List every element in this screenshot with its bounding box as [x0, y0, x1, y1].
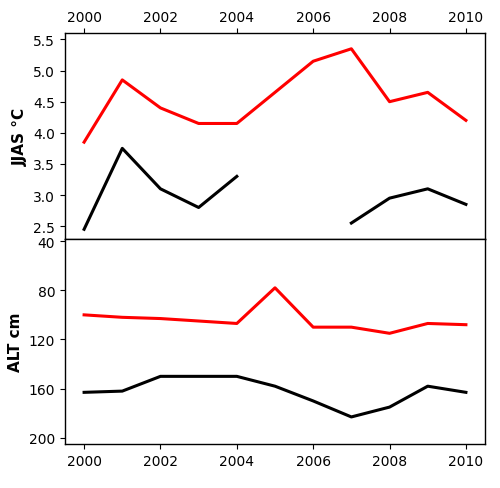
- Y-axis label: JJAS °C: JJAS °C: [13, 108, 28, 165]
- Y-axis label: ALT cm: ALT cm: [8, 312, 23, 371]
